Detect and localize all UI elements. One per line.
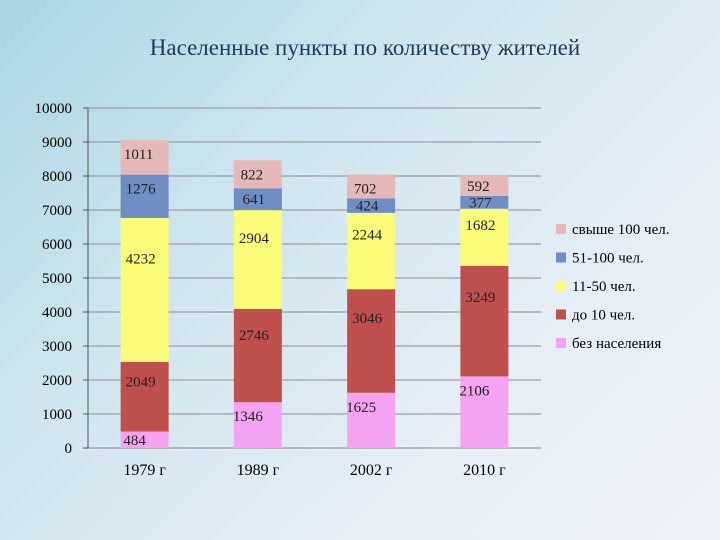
chart-title: Населенные пункты по количеству жителей <box>150 35 580 60</box>
bar-segment <box>120 361 169 432</box>
bar-segment <box>460 376 509 448</box>
data-label: 424 <box>356 199 379 215</box>
legend-label: свыше 100 чел. <box>572 222 669 238</box>
bar-segment <box>347 212 396 290</box>
legend-swatch <box>556 252 566 263</box>
data-label: 4232 <box>126 251 156 267</box>
data-label: 2746 <box>239 328 270 344</box>
bar-segment <box>233 308 282 403</box>
bar-segment <box>460 175 509 196</box>
legend-swatch <box>556 281 566 291</box>
bar-segment <box>120 217 169 362</box>
bar-segment <box>233 188 282 211</box>
y-tick-label: 2000 <box>42 373 72 389</box>
x-axis: 1979 г 1989 г 2002 г 2010 г <box>123 462 506 479</box>
data-label: 377 <box>469 195 492 211</box>
legend-label: без населения <box>572 336 661 352</box>
data-labels: 484 2049 4232 1276 1011 1346 2746 2904 641 822 162… <box>123 147 495 449</box>
x-tick-label: 2010 г <box>463 462 506 479</box>
legend: свыше 100 чел. 51-100 чел. 11-50 чел. до 10… <box>556 222 669 352</box>
bar-segment <box>347 198 396 213</box>
data-label: 2244 <box>352 227 383 243</box>
y-tick-label: 0 <box>65 441 73 457</box>
y-tick-label: 5000 <box>42 271 72 287</box>
bar-segment <box>347 289 396 393</box>
legend-swatch <box>556 309 566 320</box>
data-label: 2049 <box>126 374 156 390</box>
data-label: 2904 <box>239 231 270 247</box>
bar-segment <box>233 210 282 309</box>
data-label: 2106 <box>459 383 490 399</box>
bar-segment <box>120 140 169 175</box>
bar-segment <box>233 402 282 448</box>
data-label: 822 <box>241 167 264 183</box>
y-tick-label: 9000 <box>42 135 72 151</box>
data-label: 702 <box>354 182 377 198</box>
data-label: 1276 <box>126 182 157 198</box>
y-tick-label: 3000 <box>42 339 72 355</box>
y-tick-label: 10000 <box>35 101 73 117</box>
legend-label: до 10 чел. <box>572 308 635 324</box>
data-label: 1346 <box>233 409 264 425</box>
data-label: 1625 <box>346 400 376 416</box>
legend-swatch <box>556 338 566 348</box>
data-label: 484 <box>123 433 146 449</box>
bar-segment <box>460 265 509 377</box>
bars <box>120 140 509 448</box>
x-tick-label: 2002 г <box>350 462 393 479</box>
bar-segment <box>120 174 169 218</box>
bar-segment <box>233 160 282 189</box>
data-label: 1011 <box>124 147 153 163</box>
y-tick-label: 7000 <box>42 203 72 219</box>
y-tick-label: 4000 <box>42 305 72 321</box>
bar-segment <box>347 392 396 448</box>
bar-segment <box>347 174 396 199</box>
bar-segment <box>460 195 509 209</box>
y-axis: 0 1000 2000 3000 4000 5000 6000 7000 8000 9000 100… <box>35 101 89 457</box>
data-label: 3249 <box>465 290 495 306</box>
y-tick-label: 1000 <box>42 407 72 423</box>
legend-swatch <box>556 224 566 234</box>
data-label: 3046 <box>352 311 383 327</box>
legend-label: 11-50 чел. <box>572 279 636 295</box>
y-tick-label: 8000 <box>42 169 72 185</box>
x-tick-label: 1979 г <box>123 462 166 479</box>
x-tick-label: 1989 г <box>237 462 280 479</box>
bar-segment <box>120 431 169 448</box>
data-label: 592 <box>467 179 490 195</box>
data-label: 1682 <box>465 218 495 234</box>
legend-label: 51-100 чел. <box>572 251 644 267</box>
bar-segment <box>460 208 509 266</box>
data-label: 641 <box>243 192 266 208</box>
y-tick-label: 6000 <box>42 237 72 253</box>
